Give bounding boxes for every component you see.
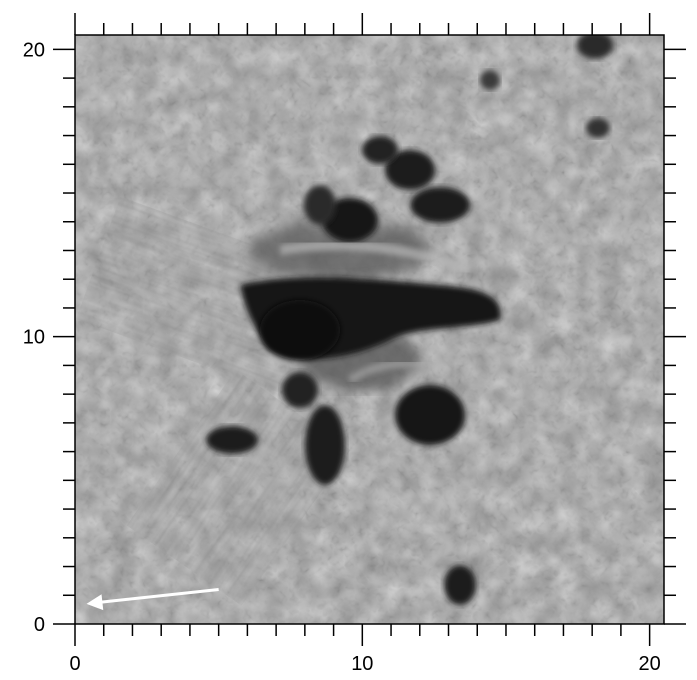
direction-arrow-icon <box>86 588 219 611</box>
axis-ticks <box>53 13 686 646</box>
umbra-cores <box>206 35 613 605</box>
x-tick-label: 0 <box>69 653 80 675</box>
arrow-head <box>86 594 104 611</box>
plot-frame <box>74 34 665 625</box>
sun-image <box>75 35 664 624</box>
light-bridge-lower <box>347 359 452 384</box>
y-tick-label: 20 <box>23 39 45 61</box>
x-tick-label: 10 <box>351 653 373 675</box>
y-tick-label: 0 <box>34 614 45 636</box>
x-tick-label: 20 <box>639 653 661 675</box>
y-tick-label: 10 <box>23 327 45 349</box>
arrow-shaft <box>94 588 219 605</box>
axis-tick-labels: 0 10 20 0 10 20 <box>23 39 661 675</box>
light-bridge <box>279 240 472 275</box>
